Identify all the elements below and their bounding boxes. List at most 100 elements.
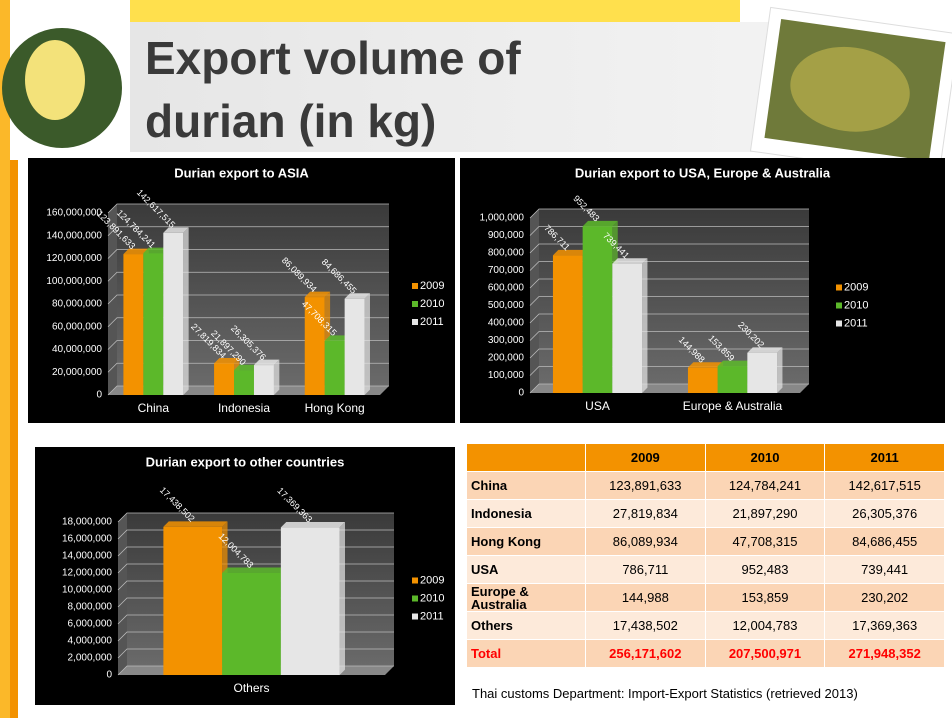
y-tick-label: 8,000,000 [68, 602, 113, 613]
y-tick-label: 10,000,000 [62, 585, 112, 596]
legend-label: 2009 [420, 280, 444, 292]
grid-line [107, 249, 389, 259]
table-cell: 21,897,290 [704, 499, 826, 528]
chart-title: Durian export to USA, Europe & Australia [575, 165, 831, 180]
bar-side [642, 258, 648, 393]
y-tick-label: 700,000 [488, 265, 525, 276]
legend-label: 2010 [420, 592, 444, 604]
grid-line [529, 313, 809, 324]
grid-line [529, 278, 809, 289]
grid-line [529, 226, 809, 236]
table-row: Hong Kong 86,089,934 47,708,315 84,686,455 [466, 527, 945, 556]
grid-line [529, 348, 809, 359]
table-cell: 17,438,502 [585, 611, 706, 640]
row-label: Europe & Australia [466, 583, 586, 612]
y-tick-label: 0 [96, 390, 102, 401]
table-cell: 230,202 [824, 583, 945, 612]
table-cell: 17,369,363 [824, 611, 945, 640]
row-label: Others [466, 611, 586, 640]
data-table: 2009 2010 2011 China 123,891,633 124,784,241 1… [466, 443, 945, 668]
left-strip-accent [10, 160, 18, 718]
bar-top [344, 293, 370, 299]
top-bar [130, 0, 740, 22]
y-tick-label: 140,000,000 [46, 230, 102, 241]
y-tick-label: 0 [106, 670, 112, 681]
row-label: USA [466, 555, 586, 584]
bar-top [234, 364, 260, 371]
y-tick-label: 400,000 [488, 318, 525, 329]
y-tick-label: 120,000,000 [46, 253, 102, 264]
table-cell: 142,617,515 [824, 471, 945, 500]
y-tick-label: 18,000,000 [62, 517, 112, 528]
bar [214, 363, 235, 395]
y-tick-label: 20,000,000 [52, 367, 102, 378]
bar [222, 572, 281, 675]
source-note: Thai customs Department: Import-Export S… [472, 686, 858, 701]
table-row: Others 17,438,502 12,004,783 17,369,363 [466, 611, 945, 640]
grid-line [529, 296, 809, 306]
table-cell: 12,004,783 [704, 611, 826, 640]
slide-title: Export volume of [145, 32, 521, 84]
grid-line [529, 208, 809, 219]
bar-top [280, 521, 346, 528]
bar-top [552, 249, 589, 256]
grid-line [107, 226, 389, 237]
y-tick-label: 0 [518, 388, 524, 399]
table-header-cell: 2010 [704, 443, 826, 472]
table-header-cell: 2009 [585, 443, 706, 472]
table-cell: 86,089,934 [585, 527, 706, 556]
y-tick-label: 40,000,000 [52, 344, 102, 355]
table-cell: 739,441 [824, 555, 945, 584]
bar-top [163, 227, 189, 233]
legend-swatch [412, 283, 418, 289]
table-row: Indonesia 27,819,834 21,897,290 26,305,376 [466, 499, 945, 528]
y-tick-label: 4,000,000 [68, 636, 113, 647]
row-label: China [466, 471, 586, 500]
grid-line [117, 512, 394, 523]
y-tick-label: 600,000 [488, 283, 525, 294]
bar [163, 526, 223, 675]
bar [123, 254, 144, 395]
legend-swatch [836, 302, 842, 309]
legend-label: 2011 [420, 610, 444, 622]
bar-top [214, 357, 240, 364]
bar-top [253, 359, 280, 366]
chart-title: Durian export to ASIA [174, 165, 309, 180]
legend-swatch [836, 284, 842, 291]
bar [717, 366, 748, 393]
legend-label: 2010 [844, 299, 868, 311]
table-cell: 153,859 [704, 583, 826, 612]
table-cell: 84,686,455 [824, 527, 945, 556]
x-tick-label: USA [585, 399, 610, 413]
bar [552, 255, 583, 393]
y-tick-label: 1,000,000 [480, 213, 525, 224]
legend-swatch [412, 577, 418, 584]
bar [612, 263, 643, 393]
bar [163, 232, 184, 395]
slide-title: durian (in kg) [145, 95, 436, 147]
legend-label: 2009 [844, 281, 868, 293]
table-header-cell [466, 443, 586, 472]
table-cell: 124,784,241 [704, 471, 826, 500]
x-tick-label: China [138, 401, 170, 415]
row-label: Indonesia [466, 499, 586, 528]
bar [143, 253, 164, 395]
table-cell: 207,500,971 [704, 639, 826, 668]
grid-line [107, 317, 389, 328]
x-tick-label: Others [233, 681, 269, 695]
grid-line [107, 271, 389, 282]
chart-title: Durian export to other countries [146, 454, 345, 469]
table-cell: 952,483 [704, 555, 826, 584]
bar [280, 527, 340, 675]
grid-line [529, 243, 809, 254]
grid-line [107, 340, 389, 350]
table-cell: 144,988 [585, 583, 706, 612]
table-cell: 256,171,602 [585, 639, 706, 668]
bar [304, 297, 325, 395]
table-cell: 26,305,376 [824, 499, 945, 528]
bar-top [747, 347, 783, 353]
bar [344, 298, 365, 395]
bar [234, 370, 254, 395]
bar-top [304, 291, 331, 298]
